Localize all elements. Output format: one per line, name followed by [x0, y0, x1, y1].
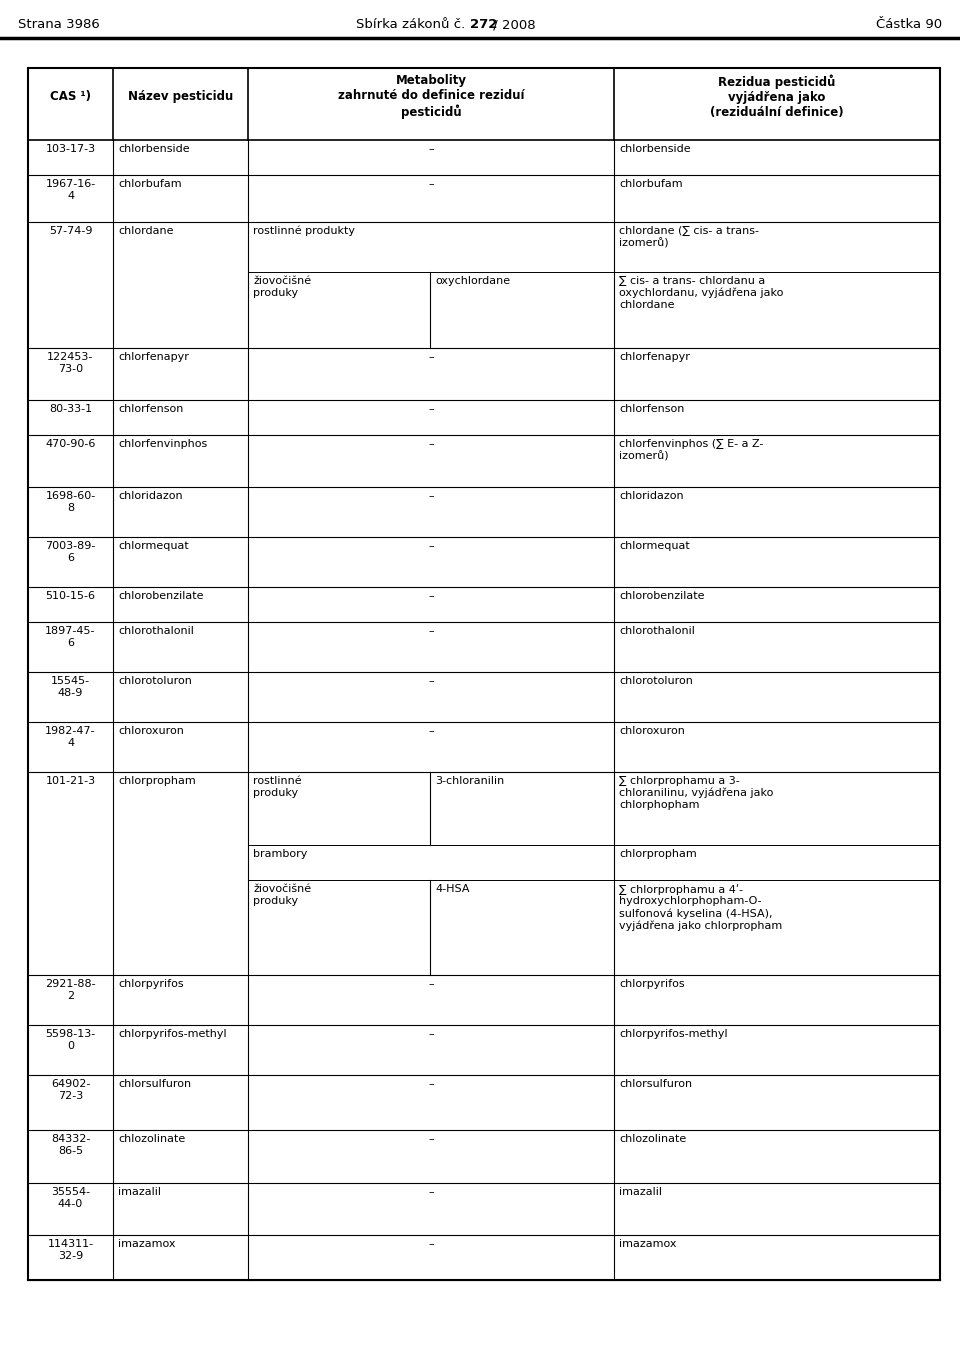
Text: 510-15-6: 510-15-6 [45, 591, 95, 600]
Text: chlorfenapyr: chlorfenapyr [118, 352, 189, 362]
Text: 80-33-1: 80-33-1 [49, 404, 92, 414]
Text: –: – [428, 1134, 434, 1143]
Text: 1982-47-
4: 1982-47- 4 [45, 727, 96, 747]
Text: Částka 90: Částka 90 [876, 18, 942, 32]
Text: 114311-
32-9: 114311- 32-9 [47, 1239, 93, 1260]
Text: chlordane: chlordane [118, 226, 174, 236]
Text: chloridazon: chloridazon [118, 491, 182, 500]
Text: –: – [428, 491, 434, 500]
Text: 1897-45-
6: 1897-45- 6 [45, 627, 96, 647]
Text: 1698-60-
8: 1698-60- 8 [45, 491, 96, 513]
Text: chlorpyrifos: chlorpyrifos [118, 979, 183, 988]
Text: chlormequat: chlormequat [619, 542, 689, 551]
Text: chlorbufam: chlorbufam [619, 180, 683, 189]
Text: –: – [428, 627, 434, 636]
Text: 272: 272 [470, 18, 497, 32]
Text: 1967-16-
4: 1967-16- 4 [45, 180, 96, 200]
Text: 103-17-3: 103-17-3 [45, 144, 96, 154]
Text: chlorpyrifos-methyl: chlorpyrifos-methyl [118, 1030, 227, 1039]
Text: oxychlordane: oxychlordane [435, 276, 510, 287]
Text: –: – [428, 1187, 434, 1197]
Text: 35554-
44-0: 35554- 44-0 [51, 1187, 90, 1209]
Text: chloridazon: chloridazon [619, 491, 684, 500]
Text: –: – [428, 979, 434, 988]
Text: –: – [428, 1239, 434, 1249]
Text: chlorbenside: chlorbenside [118, 144, 190, 154]
Text: Metabolity
zahrnuté do definice reziduí
pesticidů: Metabolity zahrnuté do definice reziduí … [338, 74, 524, 119]
Text: imazamox: imazamox [118, 1239, 176, 1249]
Text: 101-21-3: 101-21-3 [45, 776, 96, 786]
Text: imazamox: imazamox [619, 1239, 677, 1249]
Text: 57-74-9: 57-74-9 [49, 226, 92, 236]
Text: –: – [428, 1079, 434, 1089]
Text: ∑ cis- a trans- chlordanu a
oxychlordanu, vyjádřena jako
chlordane: ∑ cis- a trans- chlordanu a oxychlordanu… [619, 276, 783, 310]
Text: imazalil: imazalil [619, 1187, 662, 1197]
Text: chlorobenzilate: chlorobenzilate [118, 591, 204, 600]
Text: chlorpropham: chlorpropham [619, 849, 697, 860]
Text: rostlinné
produky: rostlinné produky [253, 776, 301, 798]
Text: chlorpyrifos: chlorpyrifos [619, 979, 684, 988]
Text: chlorotoluron: chlorotoluron [118, 676, 192, 686]
Text: chlorbenside: chlorbenside [619, 144, 690, 154]
Text: rostlinné produkty: rostlinné produkty [253, 226, 355, 237]
Text: žiovočišné
produky: žiovočišné produky [253, 276, 311, 298]
Text: 470-90-6: 470-90-6 [45, 439, 96, 448]
Text: 4-HSA: 4-HSA [435, 884, 469, 894]
Text: –: – [428, 676, 434, 686]
Text: –: – [428, 404, 434, 414]
Text: Sbírka zákonů č.: Sbírka zákonů č. [356, 18, 470, 32]
Text: 15545-
48-9: 15545- 48-9 [51, 676, 90, 698]
Text: CAS ¹): CAS ¹) [50, 90, 91, 103]
Text: 7003-89-
6: 7003-89- 6 [45, 542, 96, 562]
Text: chlorotoluron: chlorotoluron [619, 676, 693, 686]
Text: chlorothalonil: chlorothalonil [118, 627, 194, 636]
Text: 122453-
73-0: 122453- 73-0 [47, 352, 94, 374]
Text: ∑ chlorprophamu a 3-
chloranilinu, vyjádřena jako
chlorphopham: ∑ chlorprophamu a 3- chloranilinu, vyjád… [619, 776, 774, 810]
Text: 84332-
86-5: 84332- 86-5 [51, 1134, 90, 1156]
Text: chloroxuron: chloroxuron [619, 727, 684, 736]
Text: –: – [428, 1030, 434, 1039]
Text: chlorpropham: chlorpropham [118, 776, 196, 786]
Text: –: – [428, 727, 434, 736]
Text: chlorfenapyr: chlorfenapyr [619, 352, 690, 362]
Text: imazalil: imazalil [118, 1187, 161, 1197]
Text: 64902-
72-3: 64902- 72-3 [51, 1079, 90, 1101]
Text: 5598-13-
0: 5598-13- 0 [45, 1030, 96, 1050]
Text: 2921-88-
2: 2921-88- 2 [45, 979, 96, 1001]
Text: chlordane (∑ cis- a trans-
izomerů): chlordane (∑ cis- a trans- izomerů) [619, 226, 759, 248]
Text: 3-chloranilin: 3-chloranilin [435, 776, 504, 786]
Text: chlorbufam: chlorbufam [118, 180, 181, 189]
Text: chlorfenson: chlorfenson [619, 404, 684, 414]
Text: chlorsulfuron: chlorsulfuron [118, 1079, 191, 1089]
Text: chlorothalonil: chlorothalonil [619, 627, 695, 636]
Text: Název pesticidu: Název pesticidu [128, 90, 233, 103]
Text: –: – [428, 180, 434, 189]
Text: brambory: brambory [253, 849, 307, 860]
Text: –: – [428, 144, 434, 154]
Text: –: – [428, 352, 434, 362]
Text: chlorfenvinphos (∑ E- a Z-
izomerů): chlorfenvinphos (∑ E- a Z- izomerů) [619, 439, 763, 461]
Text: chlorpyrifos-methyl: chlorpyrifos-methyl [619, 1030, 728, 1039]
Text: chloroxuron: chloroxuron [118, 727, 184, 736]
Text: chlormequat: chlormequat [118, 542, 189, 551]
Text: –: – [428, 591, 434, 600]
Text: chlorfenson: chlorfenson [118, 404, 183, 414]
Text: –: – [428, 542, 434, 551]
Text: –: – [428, 439, 434, 448]
Text: chlozolinate: chlozolinate [619, 1134, 686, 1143]
Text: chlorfenvinphos: chlorfenvinphos [118, 439, 207, 448]
Text: ∑ chlorprophamu a 4ʹ-
hydroxychlorphopham-O-
sulfonová kyselina (4-HSA),
vyjádře: ∑ chlorprophamu a 4ʹ- hydroxychlorphopha… [619, 884, 782, 931]
Text: Rezidua pesticidů
vyjádřena jako
(reziduální definice): Rezidua pesticidů vyjádřena jako (rezidu… [710, 74, 844, 118]
Text: žiovočišné
produky: žiovočišné produky [253, 884, 311, 906]
Text: chlorobenzilate: chlorobenzilate [619, 591, 705, 600]
Text: / 2008: / 2008 [489, 18, 536, 32]
Text: chlorsulfuron: chlorsulfuron [619, 1079, 692, 1089]
Text: Strana 3986: Strana 3986 [18, 18, 100, 32]
Text: chlozolinate: chlozolinate [118, 1134, 185, 1143]
